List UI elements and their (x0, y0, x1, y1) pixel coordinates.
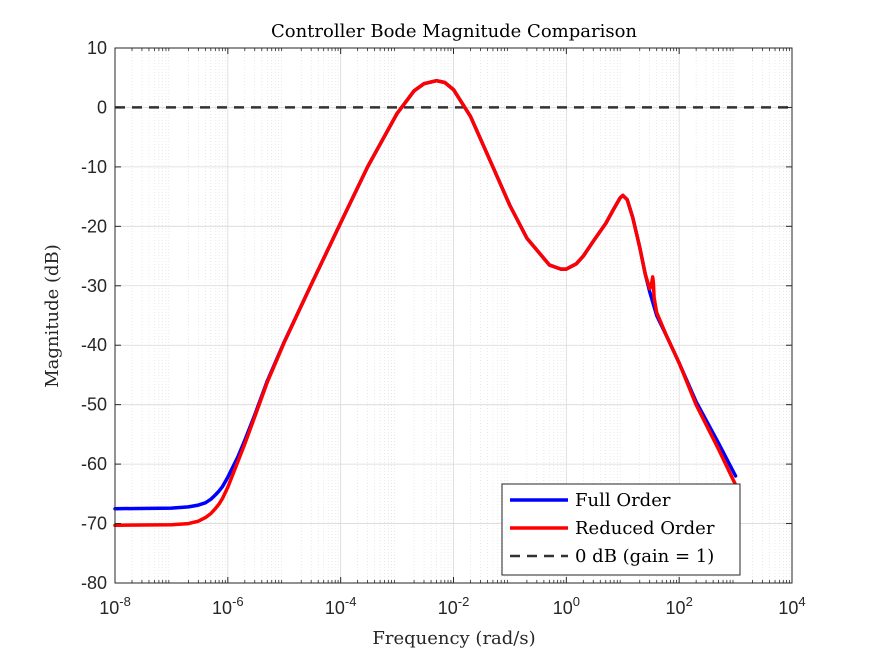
legend-label: Reduced Order (575, 518, 715, 539)
legend-label: 0 dB (gain = 1) (575, 546, 714, 567)
x-tick-label: 100 (553, 594, 580, 618)
y-tick-label: -70 (81, 514, 107, 534)
y-tick-label: -10 (81, 157, 107, 177)
axis-ticks: 10-8 10-6 10-4 10-2 100 102 104100-10-20-30-40… (81, 38, 806, 618)
legend-label: Full Order (575, 490, 671, 511)
x-tick-label: 10-2 (438, 594, 470, 618)
legend: Full Order Reduced Order 0 dB (gain = 1) (501, 483, 741, 576)
y-tick-label: 10 (87, 38, 107, 58)
x-axis-label: Frequency (rad/s) (372, 628, 535, 649)
y-tick-label: -50 (81, 395, 107, 415)
y-tick-label: -30 (81, 276, 107, 296)
x-tick-label: 104 (778, 594, 805, 618)
y-tick-label: -20 (81, 216, 107, 236)
y-axis-label: Magnitude (dB) (42, 244, 63, 388)
x-tick-label: 10-8 (99, 594, 131, 618)
x-tick-label: 10-4 (325, 594, 357, 618)
y-tick-label: -40 (81, 335, 107, 355)
y-tick-label: 0 (97, 97, 107, 117)
x-tick-label: 10-6 (212, 594, 244, 618)
series-lines (113, 78, 792, 528)
x-tick-label: 102 (666, 594, 693, 618)
chart-title: Controller Bode Magnitude Comparison (271, 21, 637, 42)
y-tick-label: -60 (81, 454, 107, 474)
series-line-reduced-order (113, 78, 738, 528)
y-tick-label: -80 (81, 573, 107, 593)
